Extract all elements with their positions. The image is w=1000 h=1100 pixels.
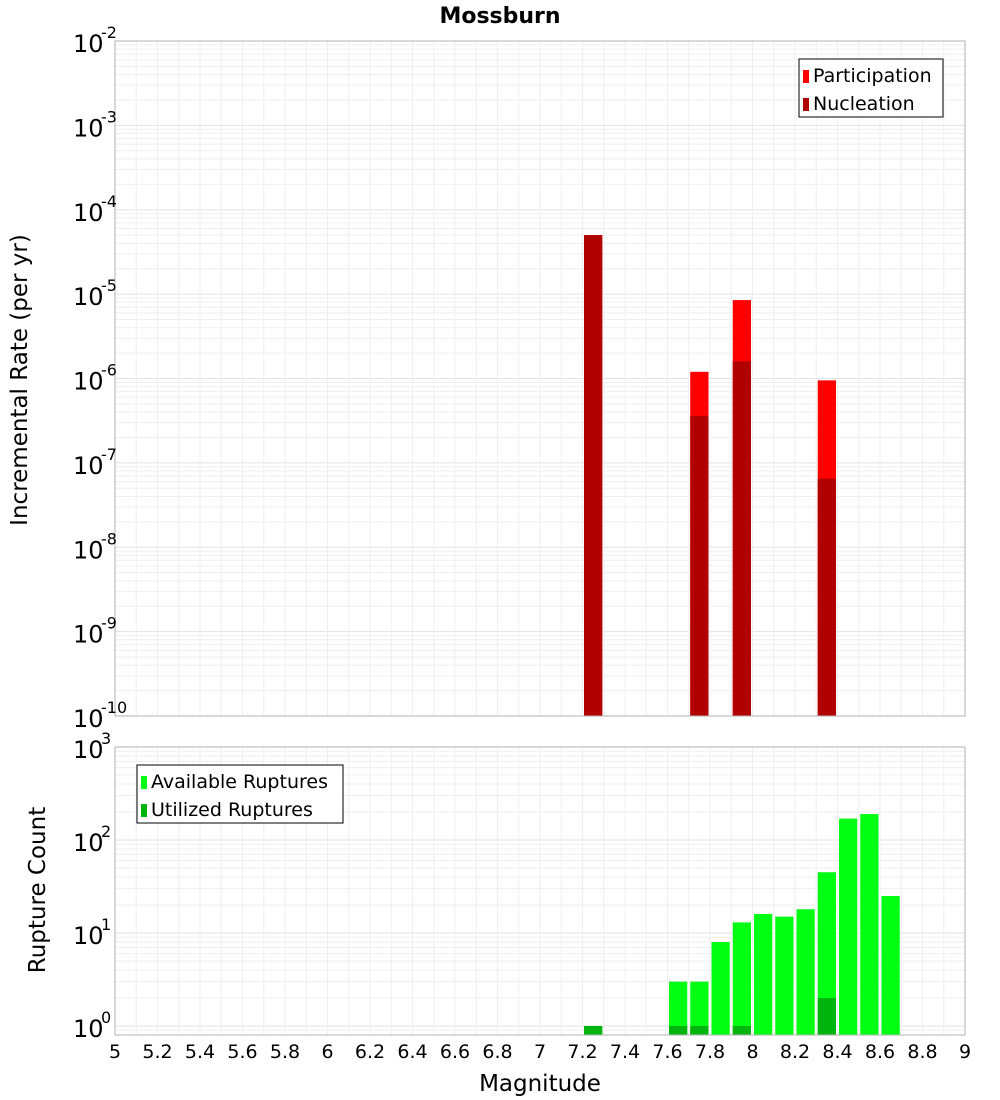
count-utilized-ruptures-bar (690, 1025, 709, 1035)
x-tick-label: 6.8 (482, 1041, 512, 1063)
rate-nucleation-bar (584, 235, 603, 716)
y-tick-base: 10 (73, 621, 104, 649)
legend-swatch (141, 776, 147, 789)
x-tick-label: 9 (959, 1041, 971, 1063)
rate-panel-frame (114, 40, 966, 717)
x-tick-label: 8.6 (865, 1041, 895, 1063)
count-available-ruptures-bar (839, 818, 858, 1035)
x-tick-label: 5.6 (227, 1041, 257, 1063)
x-tick-label: 6.2 (355, 1041, 385, 1063)
x-tick-label: 5.8 (270, 1041, 300, 1063)
x-tick-label: 5 (109, 1041, 121, 1063)
y-tick-base: 10 (73, 114, 104, 142)
x-tick-label: 5.2 (142, 1041, 172, 1063)
count-panel-legend: Available Ruptures Utilized Ruptures (136, 764, 344, 824)
x-tick-label: 8 (746, 1041, 758, 1063)
count-available-ruptures-bar (796, 909, 815, 1035)
legend-label: Participation (813, 65, 932, 87)
x-tick-label: 6.6 (440, 1041, 470, 1063)
x-axis-ticks: 5 5.2 5.4 5.6 5.8 6 6.2 6.4 6.6 6.8 7 7.2 7.4 7.6 7.8 8… (109, 1041, 971, 1063)
y-tick-base: 10 (73, 829, 104, 857)
rate-panel-legend: Participation Nucleation (798, 58, 944, 118)
x-tick-label: 6.4 (397, 1041, 427, 1063)
x-tick-label: 7.2 (567, 1041, 597, 1063)
y-tick-exponent: -10 (101, 698, 127, 717)
y-tick-exponent: -3 (101, 107, 117, 126)
y-tick-base: 10 (73, 705, 104, 733)
y-tick-exponent: -5 (101, 276, 117, 295)
legend-label: Utilized Ruptures (151, 799, 313, 821)
y-tick-exponent: -2 (101, 23, 117, 42)
y-tick-exponent: -6 (101, 361, 117, 380)
y-tick-base: 10 (73, 30, 104, 58)
rate-nucleation-bar (690, 415, 709, 716)
y-tick-base: 10 (73, 368, 104, 396)
legend-swatch (141, 804, 147, 817)
count-available-ruptures-bar (690, 981, 709, 1035)
x-tick-label: 5.4 (185, 1041, 215, 1063)
legend-label: Available Ruptures (151, 771, 328, 793)
x-tick-label: 7 (534, 1041, 546, 1063)
y-tick-base: 10 (73, 1015, 104, 1043)
count-utilized-ruptures-bar (732, 1025, 751, 1035)
count-available-ruptures-bar (711, 942, 730, 1035)
rate-nucleation-bar (732, 361, 751, 716)
y-tick-base: 10 (73, 736, 104, 764)
legend-box (136, 764, 344, 824)
x-tick-label: 7.8 (695, 1041, 725, 1063)
count-available-ruptures-bar (775, 916, 794, 1035)
y-tick-exponent: 0 (101, 1008, 111, 1027)
rate-nucleation-bar (817, 478, 836, 716)
y-tick-base: 10 (73, 452, 104, 480)
rate-panel-y-axis-title: Incremental Rate (per yr) (7, 234, 33, 526)
count-available-ruptures-bar (881, 895, 900, 1035)
count-panel-y-axis-title: Rupture Count (25, 807, 51, 973)
count-utilized-ruptures-bar (584, 1025, 603, 1035)
y-tick-exponent: -4 (101, 192, 117, 211)
y-tick-base: 10 (73, 199, 104, 227)
count-utilized-ruptures-bar (817, 997, 836, 1035)
x-tick-label: 8.8 (907, 1041, 937, 1063)
y-tick-base: 10 (73, 283, 104, 311)
chart-title: Mossburn (439, 4, 560, 29)
x-tick-label: 6 (321, 1041, 333, 1063)
y-tick-exponent: -7 (101, 445, 117, 464)
count-panel-bars (584, 814, 900, 1035)
y-tick-base: 10 (73, 922, 104, 950)
y-tick-exponent: -8 (101, 529, 117, 548)
count-available-ruptures-bar (860, 814, 879, 1035)
legend-box (798, 58, 944, 118)
rate-panel-bars (584, 235, 836, 716)
y-tick-exponent: 2 (101, 822, 111, 841)
x-axis-title: Magnitude (479, 1071, 601, 1097)
rate-panel-gridlines (114, 41, 966, 717)
legend-swatch (803, 70, 809, 83)
y-tick-base: 10 (73, 536, 104, 564)
y-tick-exponent: 3 (101, 729, 111, 748)
y-tick-exponent: 1 (101, 915, 111, 934)
x-tick-label: 8.2 (780, 1041, 810, 1063)
count-available-ruptures-bar (732, 922, 751, 1035)
count-available-ruptures-bar (669, 981, 688, 1035)
x-tick-label: 8.4 (822, 1041, 852, 1063)
count-available-ruptures-bar (754, 914, 773, 1035)
legend-swatch (803, 98, 809, 111)
count-available-ruptures-bar (817, 872, 836, 1035)
x-tick-label: 7.6 (652, 1041, 682, 1063)
count-panel-frame (114, 746, 966, 1036)
count-utilized-ruptures-bar (669, 1025, 688, 1035)
y-tick-exponent: -9 (101, 614, 117, 633)
legend-label: Nucleation (813, 93, 915, 115)
x-tick-label: 7.4 (610, 1041, 640, 1063)
